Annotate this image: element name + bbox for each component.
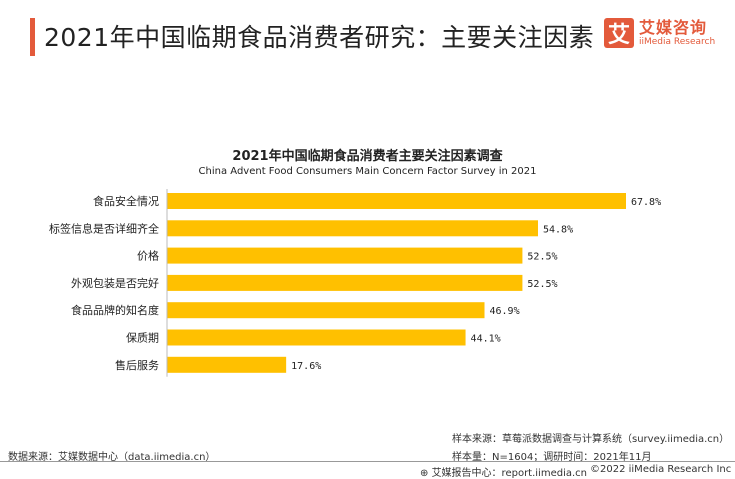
chart-title: 2021年中国临期食品消费者主要关注因素调查 (232, 149, 503, 164)
category-label: 保质期 (126, 331, 159, 345)
data-source: 数据来源：艾媒数据中心（data.iimedia.cn） (8, 452, 216, 463)
sample-source: 样本来源：草莓派数据调查与计算系统（survey.iimedia.cn） (452, 434, 730, 445)
title-accent-bar (30, 18, 35, 56)
category-label: 价格 (137, 249, 159, 263)
iimedia-logo: 艾 艾媒咨询 iiMedia Research (604, 18, 715, 48)
value-label: 46.9% (490, 306, 520, 317)
logo-en: iiMedia Research (639, 36, 716, 47)
value-label: 44.1% (471, 334, 501, 345)
bar (167, 274, 523, 291)
report-center-text: 艾媒报告中心：report.iimedia.cn (431, 468, 588, 479)
globe-icon: ⊕ (420, 468, 432, 479)
logo-cn: 艾媒咨询 (639, 17, 708, 37)
page-title: 2021年中国临期食品消费者研究：主要关注因素 (44, 23, 595, 52)
bar (167, 247, 523, 264)
category-label: 标签信息是否详细齐全 (49, 221, 159, 235)
footer-divider (0, 461, 735, 462)
category-label: 售后服务 (115, 358, 159, 372)
bar (167, 193, 626, 209)
chart-subtitle: China Advent Food Consumers Main Concern… (198, 166, 537, 177)
bar (167, 302, 485, 319)
sample-info: 样本量：N=1604；调研时间：2021年11月 (452, 452, 652, 463)
category-label: 食品品牌的知名度 (71, 303, 159, 317)
report-center: ⊕ 艾媒报告中心：report.iimedia.cn (420, 464, 587, 479)
category-label: 外观包装是否完好 (71, 276, 159, 290)
bar (167, 220, 538, 237)
bar (167, 356, 287, 373)
category-label: 食品安全情况 (93, 194, 159, 208)
value-label: 52.5% (527, 252, 557, 263)
value-label: 67.8% (631, 197, 661, 208)
bar (167, 329, 466, 346)
value-label: 52.5% (527, 279, 557, 290)
copyright: ©2022 iiMedia Research Inc (590, 464, 732, 475)
logo-mark: 艾 (604, 18, 634, 48)
value-label: 17.6% (291, 361, 321, 372)
value-label: 54.8% (543, 224, 573, 235)
